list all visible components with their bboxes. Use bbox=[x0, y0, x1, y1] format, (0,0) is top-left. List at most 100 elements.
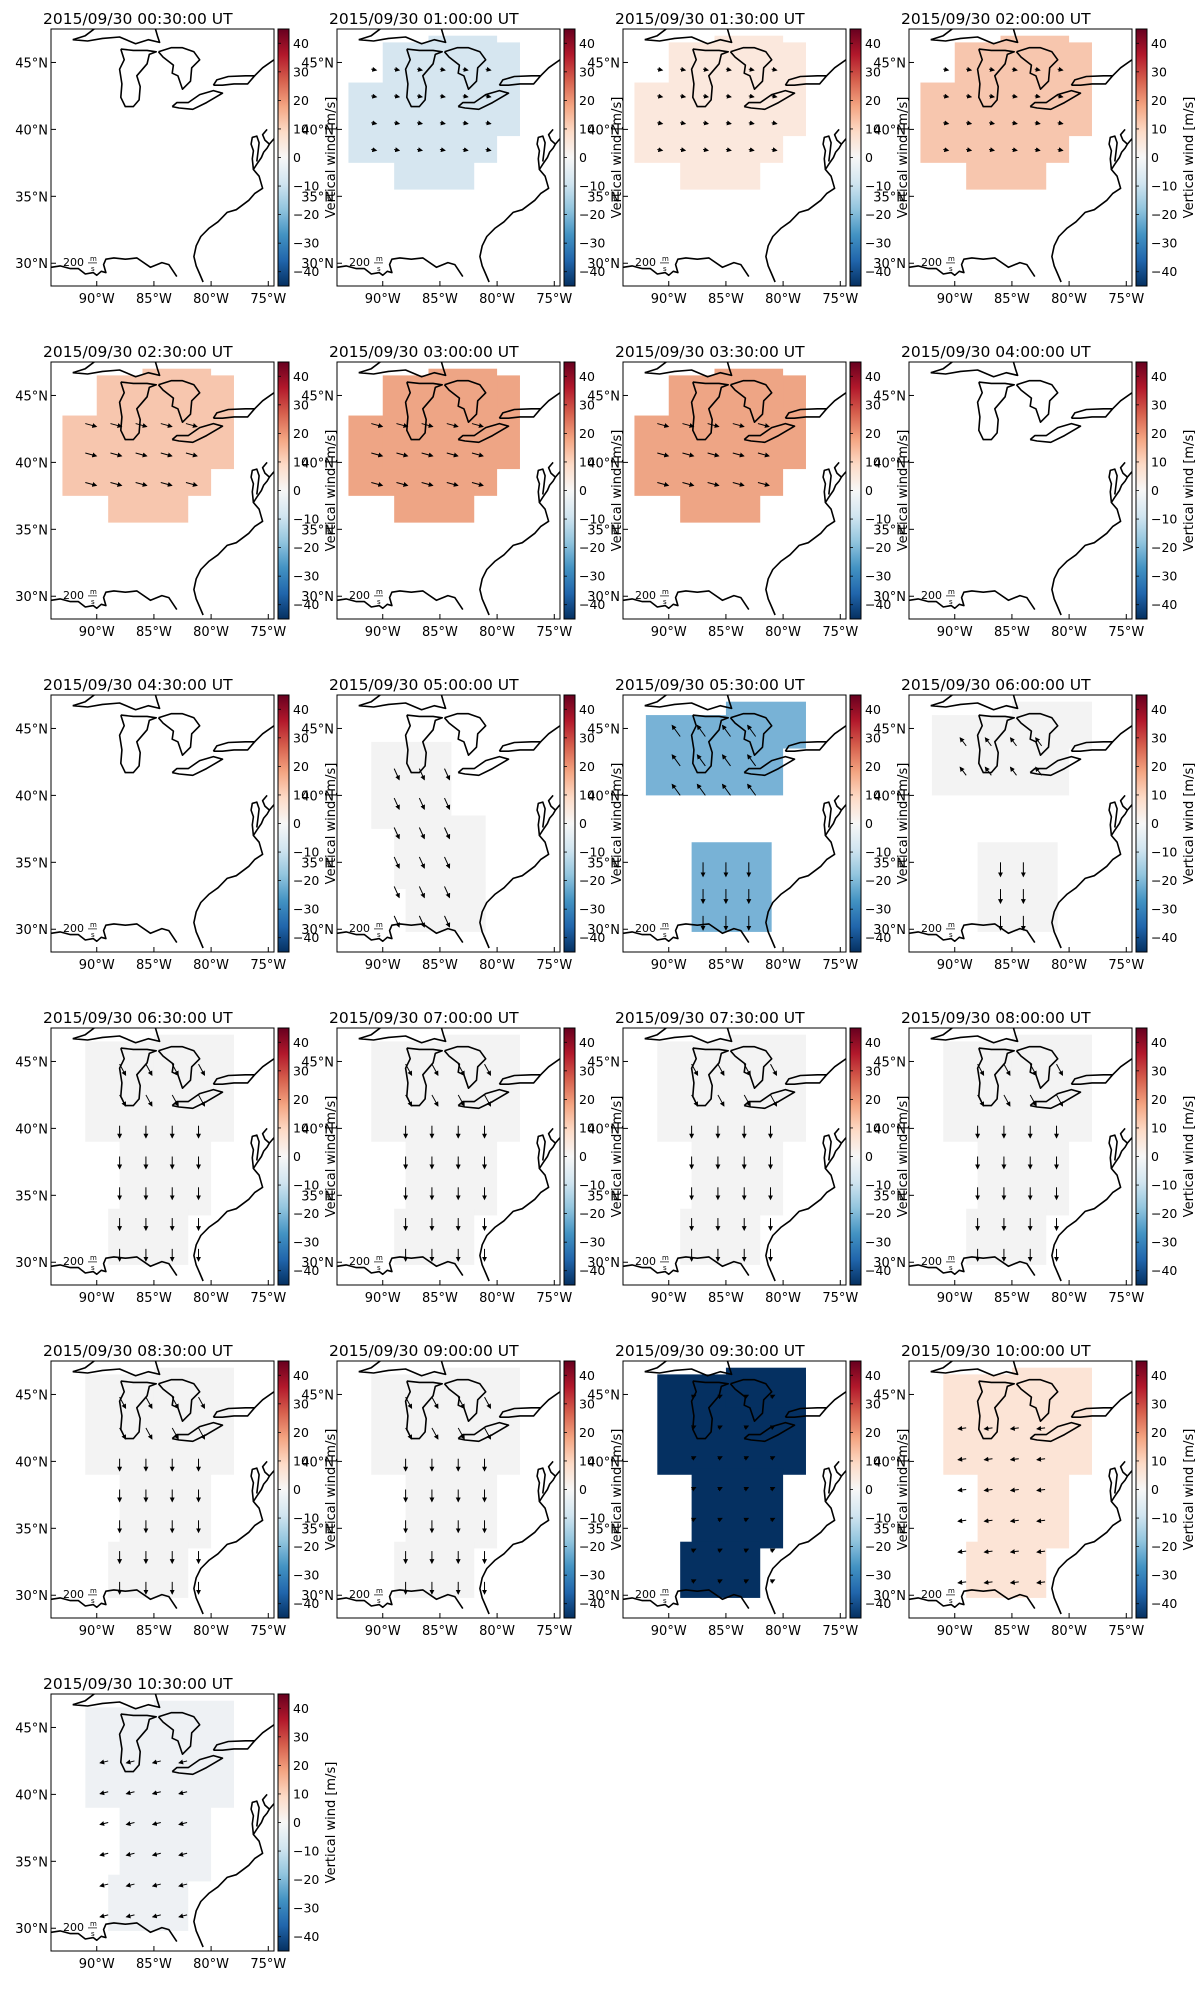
lon-tick-label: 80°W bbox=[193, 292, 229, 307]
colorbar-tick-label: 40 bbox=[1151, 1035, 1167, 1050]
wind-arrow bbox=[119, 1396, 127, 1410]
wind-arrow bbox=[171, 1427, 179, 1440]
wind-arrow bbox=[1029, 1094, 1037, 1107]
colorbar-tick-label: 0 bbox=[865, 1482, 873, 1497]
scale-arrow-unit-num: m bbox=[376, 255, 383, 263]
colorbar-tick-label: 0 bbox=[579, 483, 587, 498]
coastline-stlaw bbox=[254, 58, 274, 77]
colorbar-tick-label: −10 bbox=[865, 1511, 891, 1526]
coastline-stlaw bbox=[540, 58, 560, 77]
scale-arrow-unit-den: s bbox=[377, 598, 381, 606]
colorbar-tick-label: 40 bbox=[293, 369, 309, 384]
lat-tick-label: 35°N bbox=[873, 1522, 906, 1537]
colorbar-label: Vertical wind [m/s] bbox=[324, 1762, 339, 1884]
coastline-michigan bbox=[404, 1047, 443, 1107]
panel-title: 2015/09/30 07:00:00 UT bbox=[329, 1009, 519, 1027]
coastline-stlaw bbox=[1112, 1057, 1132, 1076]
colorbar-tick-label: −40 bbox=[579, 264, 605, 279]
lat-tick-label: 35°N bbox=[587, 1189, 620, 1204]
colorbar-label: Vertical wind [m/s] bbox=[324, 763, 339, 885]
colorbar-tick-label: 20 bbox=[293, 759, 309, 774]
wind-arrow bbox=[696, 754, 706, 767]
wind-arrow bbox=[393, 797, 400, 810]
wind-arrow bbox=[690, 1456, 697, 1461]
colorbar-tick-label: 20 bbox=[579, 426, 595, 441]
wind-arrow bbox=[371, 93, 378, 99]
colorbar-tick-label: 40 bbox=[579, 1368, 595, 1383]
coastline-chesapeake bbox=[250, 135, 260, 170]
wind-arrow bbox=[1036, 1518, 1046, 1524]
colorbar-tick-label: 0 bbox=[865, 483, 873, 498]
wind-arrow bbox=[966, 147, 973, 153]
wind-arrow bbox=[1036, 1456, 1046, 1462]
colorbar-tick-label: −40 bbox=[579, 1263, 605, 1278]
lon-tick-label: 90°W bbox=[937, 625, 973, 640]
wind-field-cell bbox=[680, 1208, 761, 1265]
lon-tick-label: 90°W bbox=[937, 958, 973, 973]
lon-tick-label: 80°W bbox=[765, 1291, 801, 1306]
colorbar-tick-label: 30 bbox=[865, 64, 881, 79]
wind-arrow bbox=[748, 147, 755, 153]
lat-tick-label: 35°N bbox=[15, 1855, 48, 1870]
scale-arrow-unit-den: s bbox=[377, 1597, 381, 1605]
coastline-michigan bbox=[118, 714, 157, 774]
lat-tick-label: 35°N bbox=[15, 856, 48, 871]
lon-tick-label: 90°W bbox=[937, 1624, 973, 1639]
coastline-michigan bbox=[690, 381, 729, 441]
wind-field-cell bbox=[119, 1468, 212, 1549]
wind-arrow bbox=[977, 1094, 985, 1107]
colorbar-tick-label: 40 bbox=[293, 1035, 309, 1050]
wind-arrow bbox=[405, 1063, 413, 1077]
lat-tick-label: 40°N bbox=[15, 123, 48, 138]
colorbar-tick-label: 40 bbox=[293, 1368, 309, 1383]
wind-arrow bbox=[418, 768, 425, 781]
coastline-michigan bbox=[404, 1380, 443, 1440]
lat-tick-label: 30°N bbox=[301, 1256, 334, 1271]
wind-arrow bbox=[1056, 1094, 1064, 1107]
wind-arrow bbox=[702, 120, 710, 126]
colorbar-tick-label: −10 bbox=[1151, 512, 1177, 527]
wind-arrow bbox=[769, 1517, 776, 1523]
wind-arrow bbox=[371, 481, 384, 487]
lat-tick-label: 40°N bbox=[15, 456, 48, 471]
panel-title: 2015/09/30 10:30:00 UT bbox=[43, 1675, 233, 1693]
colorbar-tick-label: −20 bbox=[865, 1539, 891, 1554]
wind-arrow bbox=[707, 423, 720, 428]
coastline-ontario bbox=[784, 740, 828, 753]
coastline-erie bbox=[457, 755, 510, 777]
wind-arrow bbox=[1009, 737, 1017, 747]
map-frame bbox=[622, 28, 847, 287]
lon-tick-label: 80°W bbox=[193, 1291, 229, 1306]
scale-arrow-unit-den: s bbox=[91, 598, 95, 606]
wind-arrow bbox=[771, 120, 778, 126]
colorbar-tick-label: 0 bbox=[865, 1149, 873, 1164]
wind-field-cell bbox=[966, 156, 1047, 190]
coastline-huron bbox=[157, 712, 201, 757]
lat-tick-label: 30°N bbox=[15, 1589, 48, 1604]
coastline-michigan bbox=[690, 714, 729, 774]
colorbar-tick-label: 10 bbox=[1151, 787, 1167, 802]
wind-arrow bbox=[743, 1579, 750, 1584]
lon-tick-label: 75°W bbox=[1108, 958, 1144, 973]
colorbar-tick-label: −10 bbox=[293, 1511, 319, 1526]
wind-field-cell bbox=[394, 1208, 475, 1265]
lon-tick-label: 75°W bbox=[822, 1291, 858, 1306]
lat-tick-label: 40°N bbox=[587, 1122, 620, 1137]
wind-arrow bbox=[125, 1882, 135, 1888]
colorbar-tick-label: 40 bbox=[1151, 1368, 1167, 1383]
coastline-chesapeake bbox=[1108, 1134, 1118, 1169]
colorbar-tick-label: −20 bbox=[293, 1539, 319, 1554]
lat-tick-label: 40°N bbox=[873, 456, 906, 471]
colorbar-tick-label: −10 bbox=[1151, 1511, 1177, 1526]
lat-tick-label: 40°N bbox=[873, 1455, 906, 1470]
panel-title: 2015/09/30 09:00:00 UT bbox=[329, 1342, 519, 1360]
wind-arrow bbox=[984, 766, 992, 776]
colorbar-tick-label: −10 bbox=[293, 1844, 319, 1859]
wind-field-cell bbox=[394, 156, 475, 190]
colorbar-tick-label: 40 bbox=[579, 1035, 595, 1050]
coastline-superior bbox=[72, 29, 161, 45]
coastline-superior bbox=[930, 695, 1019, 711]
